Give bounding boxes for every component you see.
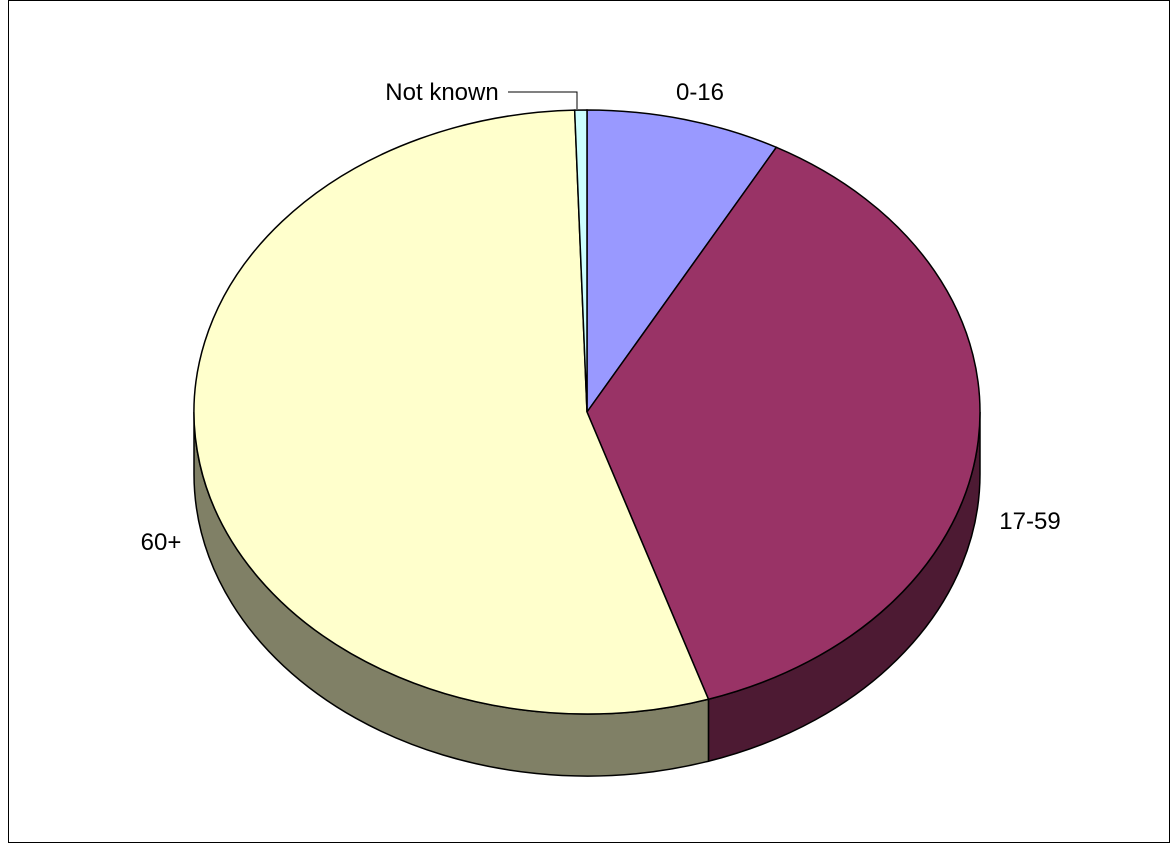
pie-label-0-16: 0-16 <box>676 79 724 106</box>
pie-slice-not-known <box>573 109 588 413</box>
pie-label-layer: 0-16 17-59 60+ Not known <box>141 79 1061 556</box>
pie-label-60: 60+ <box>141 529 182 556</box>
pie-slice-0-16 <box>586 109 778 415</box>
pie-label-not-known: Not known <box>385 79 498 106</box>
pie-slice-60 <box>193 109 710 715</box>
pie-label-17-59: 17-59 <box>999 508 1060 535</box>
leader-line-not-known <box>508 91 578 109</box>
pie-top-layer <box>193 109 981 715</box>
pie-slice-17-59 <box>586 146 981 701</box>
